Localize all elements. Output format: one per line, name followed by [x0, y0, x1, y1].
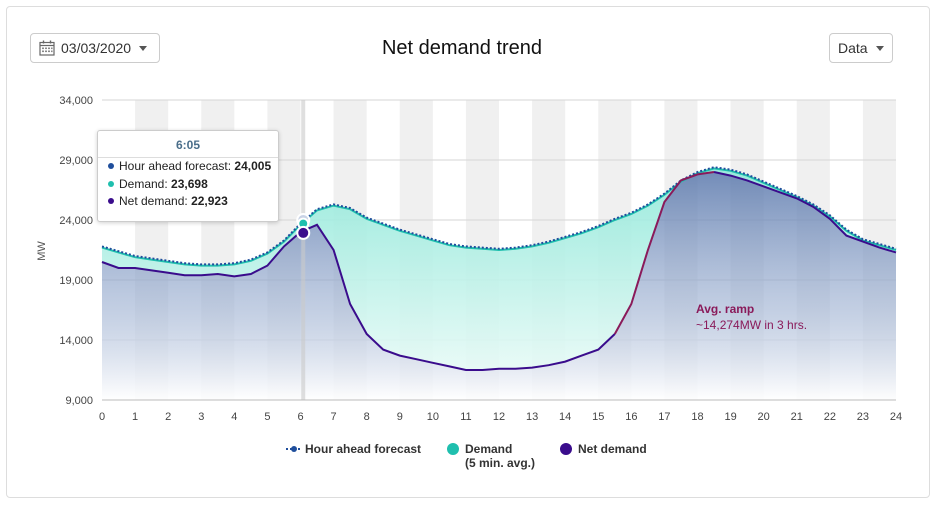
legend-item-forecast[interactable]: Hour ahead forecast — [286, 442, 421, 456]
net-demand-ramp-line — [613, 171, 715, 335]
y-tick-label: 29,000 — [59, 155, 93, 167]
dotted-line-icon — [286, 446, 302, 452]
tooltip-label: Demand: — [119, 176, 168, 191]
calendar-icon — [39, 40, 55, 56]
x-tick-label: 19 — [724, 411, 736, 423]
legend-item-net[interactable]: Net demand — [560, 442, 647, 456]
x-tick-label: 17 — [658, 411, 670, 423]
x-tick-label: 5 — [264, 411, 270, 423]
net-demand-fill — [102, 172, 896, 400]
demand-fill — [102, 168, 896, 370]
legend-label: Net demand — [578, 442, 647, 456]
x-tick-label: 18 — [691, 411, 703, 423]
date-picker-button[interactable]: 03/03/2020 — [30, 33, 160, 63]
tooltip-label: Hour ahead forecast: — [119, 159, 232, 173]
chevron-down-icon — [875, 45, 884, 51]
tooltip-value: 24,005 — [234, 159, 272, 173]
x-tick-label: 11 — [460, 411, 471, 423]
tooltip-label: Net demand: — [119, 194, 188, 208]
x-tick-label: 3 — [198, 411, 204, 423]
demand-line — [101, 167, 897, 267]
date-value: 03/03/2020 — [61, 40, 132, 56]
x-tick-label: 16 — [625, 411, 637, 423]
y-axis-label: MW — [36, 241, 48, 261]
series-areas — [102, 100, 896, 400]
hover-crosshair — [301, 100, 306, 400]
net-demand-line — [101, 223, 616, 371]
x-tick-label: 15 — [592, 411, 604, 423]
x-tick-label: 10 — [427, 411, 439, 423]
y-tick-label: 34,000 — [59, 95, 93, 107]
forecast-line — [101, 166, 897, 266]
tooltip-row-net: Net demand: 22,923 — [98, 193, 278, 211]
x-tick-label: 23 — [857, 411, 869, 423]
tooltip-value: 22,923 — [191, 194, 228, 208]
ramp-annotation-title: Avg. ramp — [696, 302, 754, 316]
x-tick-label: 6 — [297, 411, 303, 423]
legend-label: Hour ahead forecast — [305, 442, 422, 456]
hover-tooltip: 6:05 Hour ahead forecast: 24,005 Demand:… — [97, 130, 279, 222]
y-tick-label: 9,000 — [65, 395, 93, 407]
tooltip-row-forecast: Hour ahead forecast: 24,005 — [98, 158, 278, 176]
net-dot-icon — [108, 198, 114, 204]
x-tick-label: 1 — [132, 411, 138, 423]
hover-markers — [296, 212, 311, 240]
demand-dot-icon — [108, 180, 114, 187]
x-tick-label: 8 — [364, 411, 370, 423]
legend-sublabel: (5 min. avg.) — [465, 456, 536, 470]
x-tick-label: 0 — [99, 411, 105, 423]
x-tick-label: 24 — [890, 411, 902, 423]
net-dot-icon — [560, 443, 572, 455]
x-tick-label: 13 — [526, 411, 538, 423]
chevron-down-icon — [139, 45, 148, 51]
net-demand-line — [713, 171, 897, 254]
x-tick-label: 21 — [791, 411, 803, 423]
x-tick-label: 14 — [559, 411, 571, 423]
data-dropdown-label: Data — [838, 40, 868, 56]
ramp-annotation-text: ~14,274MW in 3 hrs. — [696, 318, 807, 332]
demand-dot-icon — [447, 443, 459, 455]
y-tick-label: 19,000 — [59, 275, 93, 287]
x-tick-label: 22 — [824, 411, 836, 423]
x-tick-label: 9 — [397, 411, 403, 423]
net-demand-marker — [296, 225, 311, 240]
tooltip-value: 23,698 — [171, 176, 208, 191]
x-tick-label: 20 — [758, 411, 770, 423]
y-tick-label: 24,000 — [59, 215, 93, 227]
x-tick-label: 7 — [331, 411, 337, 423]
data-dropdown-button[interactable]: Data — [829, 33, 893, 63]
x-tick-label: 4 — [231, 411, 237, 423]
tooltip-row-demand: Demand: 23,698 — [98, 176, 278, 194]
chart-title: Net demand trend — [381, 37, 543, 59]
x-tick-label: 12 — [493, 411, 505, 423]
x-tick-label: 2 — [165, 411, 171, 423]
tooltip-time: 6:05 — [98, 131, 278, 158]
legend-label: Demand — [465, 442, 513, 456]
legend-item-demand[interactable]: Demand (5 min. avg.) — [447, 442, 535, 470]
forecast-dot-icon — [108, 163, 114, 169]
series-lines — [101, 166, 897, 371]
y-tick-label: 14,000 — [59, 335, 93, 347]
